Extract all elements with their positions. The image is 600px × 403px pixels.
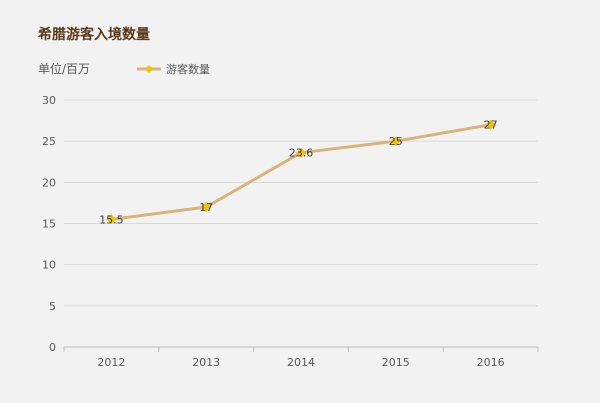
data-label: 27	[484, 119, 498, 132]
y-tick-label: 5	[49, 300, 56, 313]
data-label: 17	[199, 201, 213, 214]
y-tick-label: 20	[42, 176, 56, 189]
data-point-marker	[106, 214, 117, 225]
data-point-marker	[485, 119, 496, 130]
data-label: 25	[389, 135, 403, 148]
y-axis-unit-label: 单位/百万	[38, 61, 90, 76]
x-tick-label: 2014	[287, 356, 315, 369]
y-axis-tick-labels: 0 5 10 15 20 25 30	[42, 94, 56, 354]
data-point-marker	[390, 136, 401, 147]
data-labels: 15.5 17 23.6 25 27	[99, 119, 497, 227]
y-tick-label: 0	[49, 341, 56, 354]
x-tick-label: 2012	[97, 356, 125, 369]
y-tick-label: 10	[42, 259, 56, 272]
x-tick-label: 2015	[382, 356, 410, 369]
y-tick-label: 15	[42, 218, 56, 231]
data-point-marker	[201, 202, 212, 213]
data-label: 15.5	[99, 213, 124, 226]
chart-title: 希腊游客入境数量	[38, 26, 150, 43]
x-axis-tick-labels: 2012 2013 2014 2015 2016	[97, 356, 504, 369]
data-label: 23.6	[289, 147, 314, 160]
gridlines	[64, 99, 538, 307]
legend-entry-label: 游客数量	[166, 62, 210, 76]
legend: 游客数量	[137, 62, 210, 76]
y-tick-label: 25	[42, 135, 56, 148]
x-axis	[63, 346, 539, 352]
x-tick-label: 2013	[192, 356, 220, 369]
legend-marker-swatch	[145, 65, 153, 73]
x-tick-label: 2016	[477, 356, 505, 369]
series-visitors	[106, 119, 496, 225]
y-tick-label: 30	[42, 94, 56, 107]
data-point-marker	[296, 147, 306, 158]
series-line	[109, 123, 493, 221]
